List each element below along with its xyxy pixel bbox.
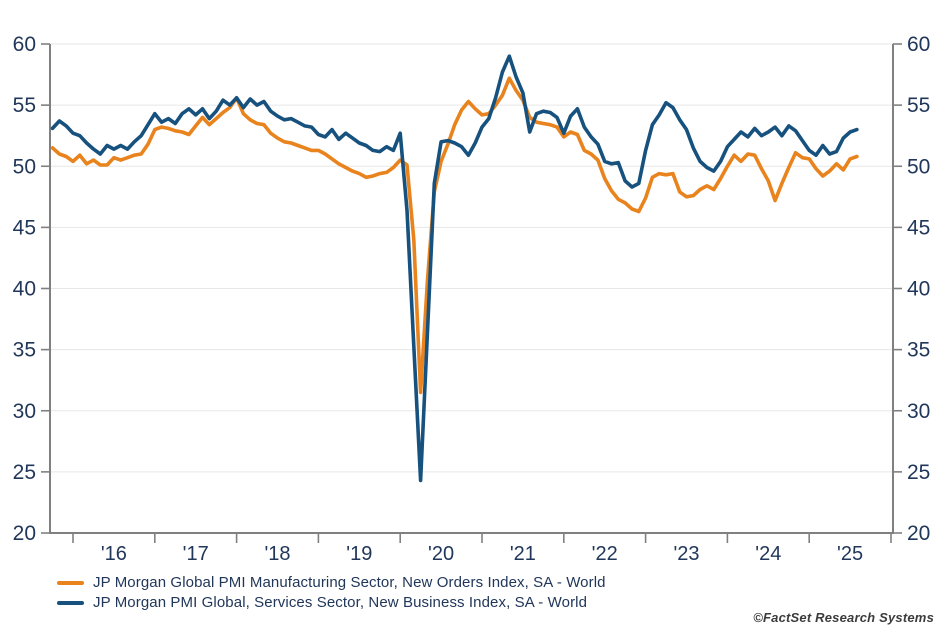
x-tick-label: '16: [101, 543, 127, 565]
legend-label-services: JP Morgan PMI Global, Services Sector, N…: [93, 594, 588, 611]
y-tick-label-left: 35: [13, 339, 36, 362]
services-series-line: [50, 54, 859, 483]
y-tick-label-right: 20: [907, 522, 930, 545]
x-tick-label: '24: [755, 543, 781, 565]
services-line-swatch-icon: [57, 600, 84, 605]
y-tick-label-right: 50: [907, 155, 930, 178]
x-tick-label: '25: [837, 543, 863, 565]
x-tick-label: '19: [346, 543, 372, 565]
y-tick-label-right: 35: [907, 339, 930, 362]
x-tick-label: '22: [592, 543, 618, 565]
manufacturing-series-line: [50, 76, 859, 395]
x-tick-label: '21: [510, 543, 536, 565]
y-tick-label-right: 60: [907, 33, 930, 56]
legend-item-manufacturing: JP Morgan Global PMI Manufacturing Secto…: [57, 574, 606, 591]
legend-label-manufacturing: JP Morgan Global PMI Manufacturing Secto…: [93, 574, 606, 591]
y-tick-label-left: 40: [13, 278, 36, 301]
y-tick-label-right: 30: [907, 400, 930, 423]
y-tick-label-left: 25: [13, 461, 36, 484]
attribution: ©FactSet Research Systems: [753, 610, 934, 625]
y-tick-label-left: 60: [13, 33, 36, 56]
y-tick-label-right: 55: [907, 94, 930, 117]
y-tick-label-right: 40: [907, 278, 930, 301]
x-tick-label: '18: [264, 543, 290, 565]
y-tick-label-left: 45: [13, 216, 36, 239]
y-tick-label-right: 45: [907, 216, 930, 239]
y-tick-label-left: 20: [13, 522, 36, 545]
manufacturing-line-swatch-icon: [57, 580, 84, 585]
x-tick-label: '23: [673, 543, 699, 565]
y-tick-label-right: 25: [907, 461, 930, 484]
x-tick-label: '20: [428, 543, 454, 565]
y-tick-label-left: 30: [13, 400, 36, 423]
x-tick-label: '17: [183, 543, 209, 565]
legend-item-services: JP Morgan PMI Global, Services Sector, N…: [57, 594, 606, 611]
y-tick-label-left: 55: [13, 94, 36, 117]
y-tick-label-left: 50: [13, 155, 36, 178]
legend: JP Morgan Global PMI Manufacturing Secto…: [57, 574, 606, 611]
